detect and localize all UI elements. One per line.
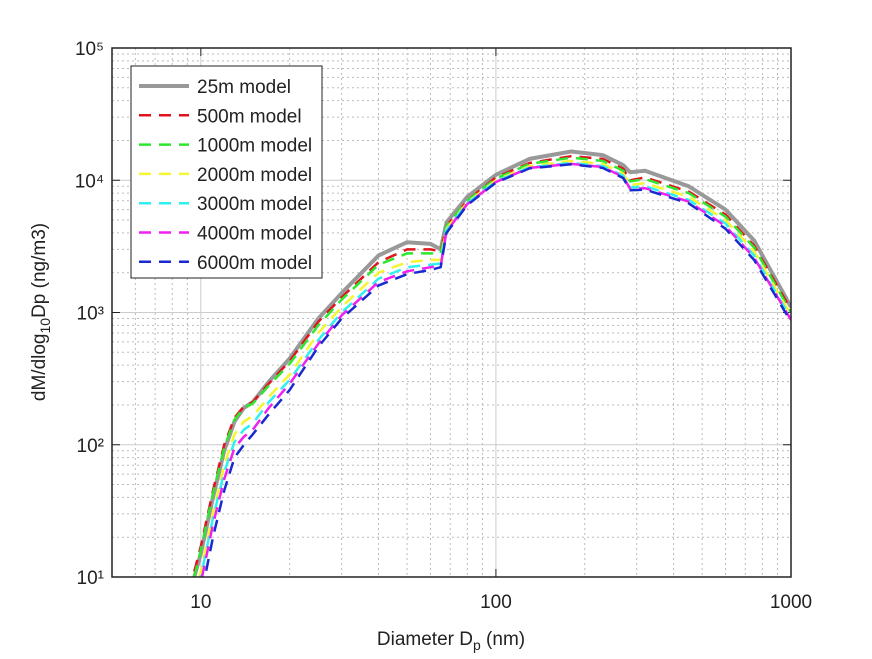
legend-label: 500m model (197, 106, 302, 127)
series-line (198, 159, 791, 577)
x-label-part: Diameter D (377, 629, 473, 650)
y-label-sub: 10 (37, 318, 53, 334)
y-tick-label: 10¹ (77, 568, 104, 589)
x-label-part: (nm) (481, 629, 525, 650)
x-tick-label: 10 (190, 592, 211, 613)
series-line (199, 161, 791, 577)
plot-frame (111, 47, 792, 578)
legend-label: 1000m model (197, 136, 312, 157)
y-tick-label: 10⁴ (75, 171, 104, 192)
legend-label: 4000m model (197, 224, 312, 245)
y-axis-label: dM/dlog10Dp (ng/m3) (29, 223, 53, 401)
legend-label: 2000m model (197, 165, 312, 186)
legend-label: 25m model (197, 77, 291, 98)
series-line (193, 156, 791, 577)
x-tick-label: 100 (480, 592, 512, 613)
y-tick-label: 10² (77, 436, 104, 457)
legend-box (130, 65, 323, 279)
y-label-part: Dp (ng/m3) (29, 223, 50, 318)
legend: 25m model 500m model 1000m model 2000m mode… (130, 65, 323, 279)
plot-lines (192, 149, 791, 577)
legend-label: 3000m model (197, 194, 312, 215)
y-tick-label: 10⁵ (75, 39, 104, 60)
y-tick-label: 10³ (77, 304, 104, 325)
x-axis-label: Diameter Dp (nm) (377, 629, 525, 653)
legend-label: 6000m model (197, 253, 312, 274)
x-tick-label: 1000 (770, 592, 812, 613)
y-label-part: dM/dlog (29, 334, 50, 402)
series-line (203, 163, 791, 577)
series-line (200, 162, 791, 577)
x-label-sub: p (473, 637, 481, 653)
